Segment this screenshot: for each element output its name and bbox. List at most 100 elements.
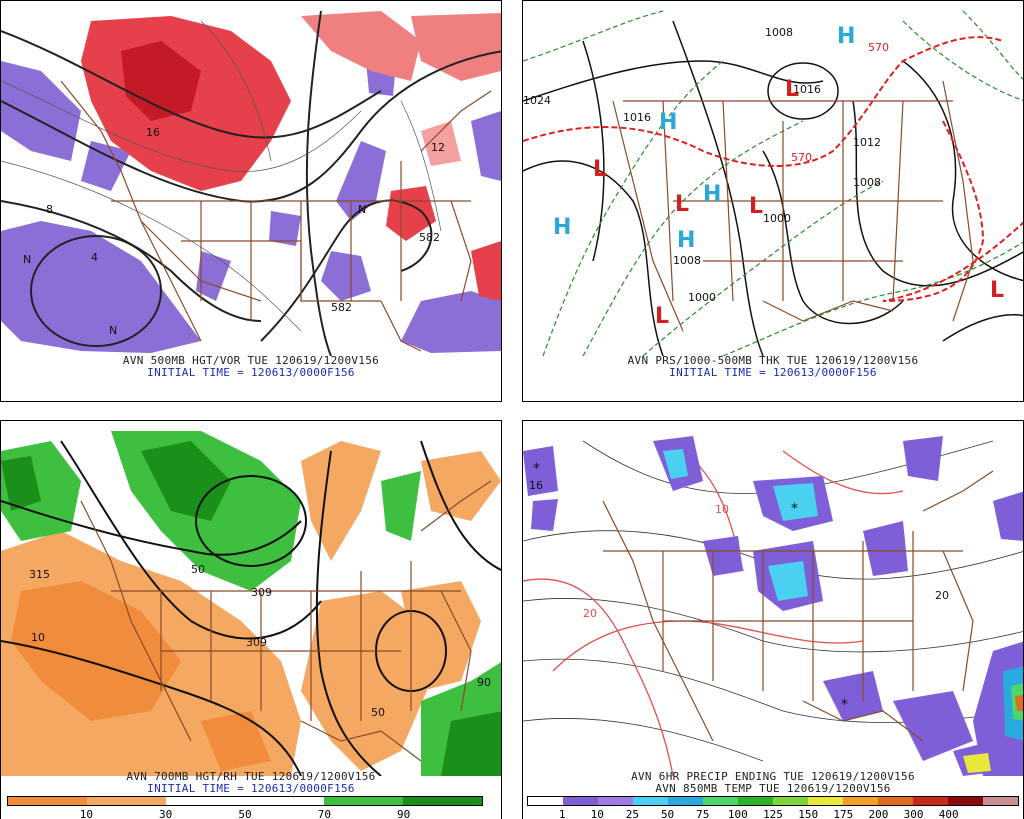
panel-caption: AVN PRS/1000-500MB THK TUE 120619/1200V1… xyxy=(627,354,919,367)
colorbar-segment xyxy=(245,797,324,805)
low-pressure-marker: L xyxy=(749,194,763,219)
colorbar-tick-label: 125 xyxy=(763,808,783,819)
rh-colorbar-ticks: 10 30 50 70 90 xyxy=(7,808,483,819)
colorbar-segment xyxy=(668,797,703,805)
low-pressure-marker: L xyxy=(785,77,799,102)
high-pressure-marker: H xyxy=(677,228,695,253)
colorbar-tick-label: 300 xyxy=(903,808,924,819)
colorbar-tick-label: 150 xyxy=(798,808,819,819)
high-pressure-marker: H xyxy=(837,24,855,49)
temp-label: 20 xyxy=(935,589,949,602)
height-label: 315 xyxy=(29,568,50,581)
initial-time: INITIAL TIME = 120613/0000F156 xyxy=(147,782,355,795)
map-500mb: 582 582 N N N 8 12 16 4 xyxy=(1,1,501,356)
colorbar-tick-label: 50 xyxy=(238,808,252,819)
colorbar-segment xyxy=(633,797,668,805)
panel-caption-secondary: AVN 850MB TEMP TUE 120619/1200V156 xyxy=(655,782,891,795)
isobar-label: 1000 xyxy=(763,212,791,225)
panel-precip-850mb-temp: 16 20 20 10 * * * AVN 6HR PRECIP ENDING … xyxy=(522,420,1024,819)
panel-caption: AVN 500MB HGT/VOR TUE 120619/1200V156 xyxy=(122,354,380,367)
colorbar-segment xyxy=(703,797,738,805)
colorbar-segment xyxy=(808,797,843,805)
vorticity-label: 12 xyxy=(431,141,445,154)
temp-label: 20 xyxy=(583,607,597,620)
isobar-label: 1016 xyxy=(623,111,651,124)
temp-label: 10 xyxy=(715,503,729,516)
initial-time: INITIAL TIME = 120613/0000F156 xyxy=(669,366,877,379)
colorbar-tick-label: 10 xyxy=(590,808,604,819)
vorticity-label: 16 xyxy=(146,126,160,139)
isobar-label: 1000 xyxy=(688,291,716,304)
colorbar-tick-label: 400 xyxy=(938,808,959,819)
colorbar-segment xyxy=(843,797,878,805)
map-700mb: 315 309 309 50 50 10 90 xyxy=(1,421,501,776)
thickness-label: 570 xyxy=(791,151,812,164)
colorbar-segment xyxy=(563,797,598,805)
snow-symbol: * xyxy=(533,461,540,477)
colorbar-segment xyxy=(324,797,403,805)
panel-500mb-hgt-vor: 582 582 N N N 8 12 16 4 AVN 500MB HGT/VO… xyxy=(0,0,502,402)
colorbar-segment xyxy=(166,797,245,805)
colorbar-tick-label: 25 xyxy=(625,808,640,819)
colorbar-tick-label: 75 xyxy=(696,808,710,819)
precip-colorbar-ticks: 1 10 25 50 75 100 125 150 175 200 300 400 xyxy=(527,808,1019,819)
colorbar-tick-label: 100 xyxy=(727,808,748,819)
low-pressure-marker: L xyxy=(990,278,1004,303)
thickness-label: 570 xyxy=(868,41,889,54)
map-prs-thk: 1008 1016 1012 1008 1000 1000 1008 1016 … xyxy=(523,1,1023,356)
rh-label: 10 xyxy=(31,631,45,644)
temp-label: 16 xyxy=(529,479,543,492)
low-pressure-marker: L xyxy=(675,192,689,217)
colorbar-tick-label: 30 xyxy=(159,808,173,819)
colorbar-tick-label: 50 xyxy=(660,808,675,819)
colorbar-segment xyxy=(948,797,983,805)
initial-time: INITIAL TIME = 120613/0000F156 xyxy=(147,366,355,379)
panel-caption: AVN 700MB HGT/RH TUE 120619/1200V156 xyxy=(126,770,376,783)
high-pressure-marker: H xyxy=(659,110,677,135)
colorbar-segment xyxy=(878,797,913,805)
vorticity-label: 4 xyxy=(91,251,98,264)
colorbar-tick-label: 200 xyxy=(868,808,889,819)
snow-symbol: * xyxy=(841,697,848,713)
low-pressure-marker: L xyxy=(655,304,669,329)
height-label: 582 xyxy=(419,231,440,244)
colorbar-tick-label: 70 xyxy=(317,808,331,819)
panel-caption: AVN 6HR PRECIP ENDING TUE 120619/1200V15… xyxy=(631,770,915,783)
vorticity-label: N xyxy=(358,203,366,216)
precip-colorbar xyxy=(527,796,1019,806)
colorbar-tick-label: 90 xyxy=(397,808,411,819)
colorbar-segment xyxy=(8,797,87,805)
vorticity-label: 8 xyxy=(46,203,53,216)
colorbar-tick-label: 175 xyxy=(833,808,854,819)
high-pressure-marker: H xyxy=(703,182,721,207)
isobar-label: 1008 xyxy=(853,176,881,189)
height-label: 582 xyxy=(331,301,352,314)
rh-label: 50 xyxy=(191,563,205,576)
colorbar-segment xyxy=(403,797,482,805)
height-label: 309 xyxy=(251,586,272,599)
colorbar-tick-label: 1 xyxy=(558,808,566,819)
isobar-label: 1016 xyxy=(793,83,821,96)
isobar-label: 1008 xyxy=(765,26,793,39)
panel-prs-thickness: 1008 1016 1012 1008 1000 1000 1008 1016 … xyxy=(522,0,1024,402)
colorbar-segment xyxy=(528,797,563,805)
isobar-label: 1024 xyxy=(523,94,551,107)
map-precip: 16 20 20 10 * * * xyxy=(523,421,1023,776)
isobar-label: 1012 xyxy=(853,136,881,149)
colorbar-segment xyxy=(913,797,948,805)
colorbar-tick-label: 10 xyxy=(79,808,93,819)
low-pressure-marker: L xyxy=(593,157,607,182)
rh-label: 90 xyxy=(477,676,491,689)
colorbar-segment xyxy=(87,797,166,805)
snow-symbol: * xyxy=(791,501,798,517)
colorbar-segment xyxy=(738,797,773,805)
colorbar-segment xyxy=(773,797,808,805)
colorbar-segment xyxy=(983,797,1018,805)
vorticity-label: N xyxy=(23,253,31,266)
height-label: 309 xyxy=(246,636,267,649)
rh-label: 50 xyxy=(371,706,385,719)
rh-colorbar xyxy=(7,796,483,806)
isobar-label: 1008 xyxy=(673,254,701,267)
colorbar-segment xyxy=(598,797,633,805)
panel-700mb-hgt-rh: 315 309 309 50 50 10 90 AVN 700MB HGT/RH… xyxy=(0,420,502,819)
